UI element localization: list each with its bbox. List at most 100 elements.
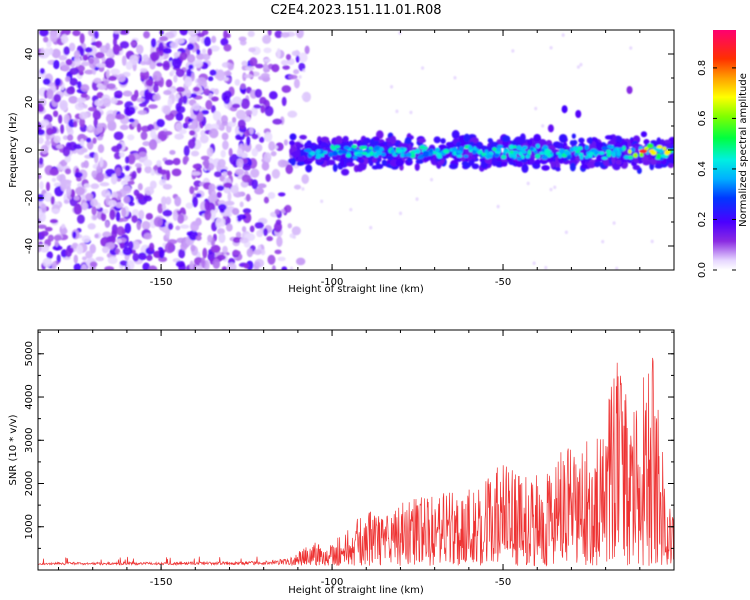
spectrogram-cell xyxy=(116,143,123,150)
spectrogram-cell xyxy=(72,231,77,239)
spectrogram-cell xyxy=(597,146,602,153)
spectrogram-cell xyxy=(116,226,125,236)
spectrogram-cell xyxy=(223,95,231,105)
snr-frame xyxy=(37,329,675,571)
spectrogram-cell xyxy=(167,222,174,230)
spectrogram-cell xyxy=(362,157,369,165)
spectrogram-cell xyxy=(280,59,289,66)
spectrogram-cell xyxy=(187,43,195,51)
spectrogram-cell xyxy=(179,52,188,61)
spectrogram-cell xyxy=(406,152,412,158)
spectrogram-cell xyxy=(664,149,671,156)
spectrogram-cell xyxy=(50,196,55,205)
spectrogram-cell xyxy=(341,168,350,176)
spectrogram-cell xyxy=(419,145,424,150)
spectrogram-cell xyxy=(122,185,132,194)
spectrogram-cell xyxy=(222,171,228,178)
spectrogram-cell xyxy=(119,151,125,158)
spectrogram-cell xyxy=(87,30,96,37)
spectrogram-cell xyxy=(372,156,378,164)
spectrogram-cell xyxy=(93,128,100,136)
spectrogram-cell xyxy=(156,159,162,167)
spectrogram-cell xyxy=(422,150,430,156)
spectrogram-cell xyxy=(61,227,68,235)
spectrogram-cell xyxy=(434,147,440,153)
spectrogram-cell xyxy=(572,146,578,152)
spectrogram-cell xyxy=(456,150,463,154)
spectrogram-cell xyxy=(54,239,59,248)
spectrogram-cell xyxy=(326,159,336,166)
spectrogram-cell xyxy=(161,203,167,211)
spectrogram-cell xyxy=(38,224,47,229)
spectrogram-cell xyxy=(652,146,657,150)
spectrogram-cell xyxy=(92,214,98,221)
spectrogram-cell xyxy=(55,144,64,149)
spectrogram-cell xyxy=(95,62,106,68)
spectrogram-cell xyxy=(107,75,117,81)
spectrogram-cell xyxy=(73,263,82,270)
spectrogram-cell xyxy=(501,135,511,142)
spectrogram-cell xyxy=(271,168,281,179)
spectrogram-cell xyxy=(463,154,469,158)
spectrogram-cell xyxy=(159,249,165,259)
spectrogram-cell xyxy=(360,158,365,163)
spectrogram-cell xyxy=(263,152,272,163)
spectrogram-cell xyxy=(73,195,80,201)
spectrogram-cell xyxy=(53,59,60,70)
spectrogram-cell xyxy=(197,32,205,38)
spectrogram-cell xyxy=(612,221,616,225)
spectrogram-cell xyxy=(110,68,121,75)
spectrogram-cell xyxy=(174,133,184,140)
spectrogram-cell xyxy=(386,155,393,160)
spectrogram-cell xyxy=(39,68,45,75)
spectrogram-cell xyxy=(179,224,190,229)
spectrogram-cell xyxy=(561,33,565,37)
spectrogram-cell xyxy=(534,106,538,111)
spectrogram-cell xyxy=(251,147,259,157)
snr-panel: -150 -100 -50 1000 2000 3000 4000 5000 Height o… xyxy=(8,329,675,596)
spectrogram-cell xyxy=(169,150,176,155)
spectrogram-cell xyxy=(496,204,500,209)
y-tick-label: 1000 xyxy=(24,514,35,539)
x-tick-label: -100 xyxy=(321,277,344,288)
spectrogram-cell xyxy=(596,154,603,162)
spectrogram-cell xyxy=(174,38,185,45)
spectrogram-cell xyxy=(69,77,78,86)
spectrogram-cell xyxy=(302,91,312,103)
spectrogram-cell xyxy=(141,220,151,230)
spectrogram-cell xyxy=(284,204,292,213)
spectrogram-cell xyxy=(320,136,330,143)
spectrogram-cell xyxy=(381,159,387,166)
spectrogram-cell xyxy=(90,198,98,207)
spectrogram-cell xyxy=(374,145,381,150)
spectrogram-cell xyxy=(156,62,163,67)
spectrogram-cell xyxy=(274,30,283,39)
spectrogram-cell xyxy=(165,79,173,88)
spectrogram-cell xyxy=(165,196,172,206)
spectrogram-cell xyxy=(349,207,353,212)
spectrogram-cell xyxy=(263,47,272,54)
spectrogram-cell xyxy=(260,73,270,79)
spectrogram-cell xyxy=(579,62,583,67)
spectrogram-cell xyxy=(293,184,302,190)
spectrogram-cell xyxy=(273,221,283,233)
spectrogram-cell xyxy=(251,179,259,190)
spectrogram-cell xyxy=(54,78,61,86)
spectrogram-cell xyxy=(152,70,162,82)
spectrogram-cell xyxy=(587,161,596,169)
spectrogram-cell xyxy=(546,156,554,163)
spectrogram-cell xyxy=(306,156,316,162)
spectrogram-cell xyxy=(147,124,155,132)
spectrogram-cell xyxy=(201,48,207,55)
spectrogram-cell xyxy=(157,203,164,214)
spectrogram-cell xyxy=(158,179,167,186)
spectrogram-cell xyxy=(397,149,403,153)
spectrogram-cell xyxy=(288,74,298,80)
spectrogram-cell xyxy=(369,138,375,147)
spectrogram-cell xyxy=(99,156,104,168)
spectrogram-cell xyxy=(292,235,296,239)
spectrogram-cell xyxy=(534,159,542,165)
spectrogram-cell xyxy=(69,67,80,75)
spectrogram-cell xyxy=(40,47,45,58)
spectrogram-cell xyxy=(218,232,226,244)
